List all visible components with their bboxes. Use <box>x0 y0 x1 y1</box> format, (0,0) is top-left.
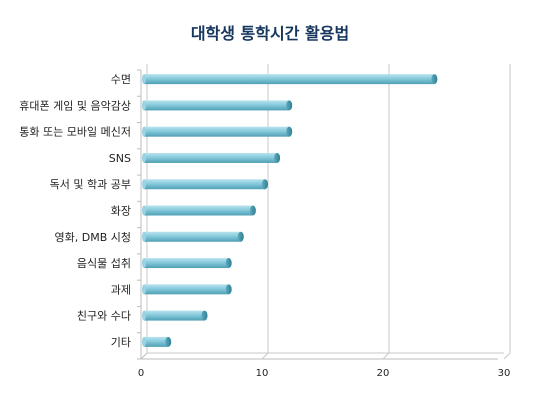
bar <box>142 205 256 216</box>
bar-cap <box>286 126 293 137</box>
bar <box>142 336 172 347</box>
bar-cap <box>165 336 172 347</box>
category-label: 수면 <box>111 73 131 86</box>
bar-base <box>142 310 146 321</box>
bar <box>142 284 232 295</box>
x-tick-label: 30 <box>498 368 511 379</box>
bar <box>142 100 293 111</box>
category-label: 영화, DMB 시청 <box>55 231 131 244</box>
x-tick-label: 0 <box>138 368 144 379</box>
axis-corner <box>140 352 148 360</box>
category-label: 기타 <box>111 336 131 349</box>
bar-body <box>144 284 229 295</box>
category-label: 화장 <box>111 205 131 218</box>
gridline-floor <box>261 352 269 360</box>
bar <box>142 179 268 190</box>
bar-base <box>142 152 146 163</box>
bar-body <box>144 179 265 190</box>
bar-base <box>142 231 146 242</box>
bar-body <box>144 126 290 137</box>
gridline-floor <box>382 352 390 360</box>
bar-base <box>142 205 146 216</box>
bar-base <box>142 74 146 85</box>
bar-cap <box>237 231 244 242</box>
bar <box>142 74 438 85</box>
chart-title: 대학생 통학시간 활용법 <box>190 24 350 43</box>
bar <box>142 310 208 321</box>
bar-cap <box>225 258 232 269</box>
bar <box>142 126 293 137</box>
bar-base <box>142 126 146 137</box>
category-label: 휴대폰 게임 및 음악감상 <box>19 99 131 112</box>
bar-body <box>144 74 435 85</box>
bar-cap <box>225 284 232 295</box>
bar-body <box>144 152 278 163</box>
category-label: 친구와 수다 <box>77 310 131 323</box>
bar-body <box>144 205 253 216</box>
x-tick-label: 20 <box>377 368 390 379</box>
bar-base <box>142 100 146 111</box>
bar-body <box>144 231 241 242</box>
bar-body <box>144 336 169 347</box>
bar-cap <box>249 205 256 216</box>
bar-base <box>142 284 146 295</box>
category-label: 독서 및 학과 공부 <box>50 178 131 191</box>
x-tick-label: 10 <box>256 368 269 379</box>
gridline-floor <box>503 352 511 360</box>
bar-base <box>142 179 146 190</box>
bar <box>142 231 244 242</box>
category-label: 통화 또는 모바일 메신저 <box>19 125 131 139</box>
category-label: 음식물 섭취 <box>77 257 131 270</box>
bar-body <box>144 258 229 269</box>
category-label: 과제 <box>111 283 131 296</box>
bar-cap <box>262 179 268 190</box>
bar-cap <box>201 310 208 321</box>
bar-cap <box>431 74 438 85</box>
category-label: SNS <box>109 152 131 165</box>
bar <box>142 152 281 163</box>
bar-cap <box>274 152 281 163</box>
bar-base <box>142 258 146 269</box>
bar-body <box>144 100 290 111</box>
bar-body <box>144 310 205 321</box>
bar <box>142 258 232 269</box>
bar-cap <box>286 100 293 111</box>
bar-base <box>142 336 146 347</box>
